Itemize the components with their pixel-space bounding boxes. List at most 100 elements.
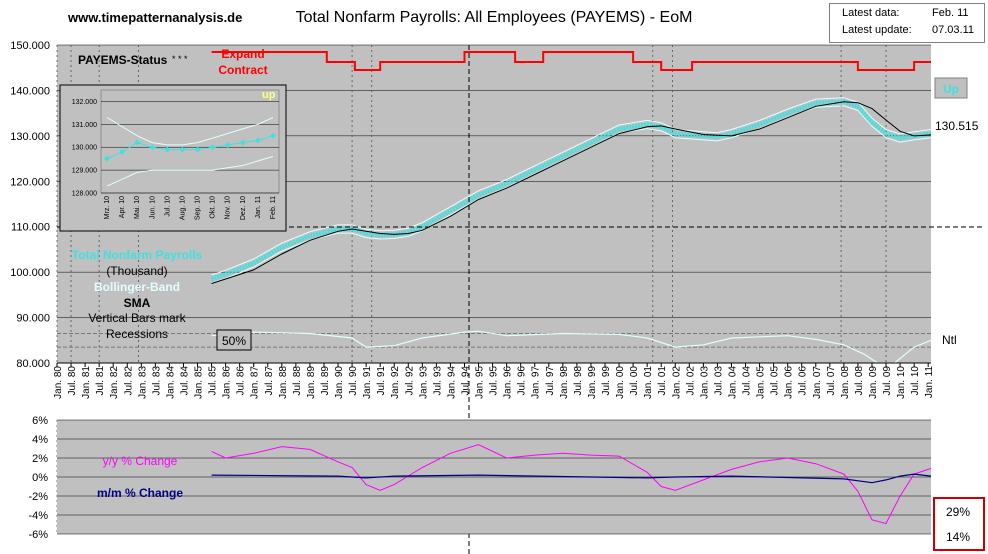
x-tick-label: Jul. 89 xyxy=(320,366,331,396)
x-tick-label: Jul. 07 xyxy=(826,366,837,396)
x-tick-label: Jul. 10 xyxy=(910,366,921,396)
x-tick-label: Jan. 90 xyxy=(334,366,345,399)
inset-x-tick: Okt. 10 xyxy=(210,196,217,219)
inset-x-tick: Mrz. 10 xyxy=(104,196,111,219)
x-tick-label: Jul. 81 xyxy=(95,366,106,396)
x-tick-label: Jan. 92 xyxy=(390,366,401,399)
status-step-line xyxy=(211,51,931,71)
mm-change-line xyxy=(211,473,932,484)
x-tick-label: Jan. 95 xyxy=(475,366,486,399)
x-tick-label: Jul. 92 xyxy=(404,366,415,396)
up-badge-box xyxy=(934,77,968,99)
inset-y-tick: 131.000 xyxy=(72,122,97,129)
inset-y-tick: 130.000 xyxy=(72,145,97,152)
update-info-box: Latest data: Feb. 11 Latest update: 07.0… xyxy=(829,3,985,43)
x-tick-label: Jul. 04 xyxy=(742,366,753,396)
inset-y-tick: 132.000 xyxy=(72,99,97,106)
inset-point xyxy=(164,146,171,153)
legend-bollinger: Bollinger-Band xyxy=(94,280,180,294)
x-tick-label: Jul. 99 xyxy=(601,366,612,396)
x-tick-label: Jan. 02 xyxy=(671,366,682,399)
up-badge: Up xyxy=(943,82,959,96)
inset-point xyxy=(179,146,186,153)
change-y-tick: -4% xyxy=(28,510,48,522)
x-tick-label: Jan. 84 xyxy=(165,366,176,399)
change-box-bottom: 14% xyxy=(946,530,970,544)
inset-point xyxy=(119,148,126,155)
ntl-label: Ntl xyxy=(942,333,957,347)
status-stars: * * * xyxy=(172,54,188,64)
x-tick-label: Jul. 09 xyxy=(882,366,893,396)
inset-point xyxy=(209,144,216,151)
inset-point xyxy=(104,155,110,162)
inset-point xyxy=(224,141,231,148)
inset-chart: 132.000 131.000 130.000 129.000 128.000 Mrz. … xyxy=(59,84,287,232)
change-y-tick: 6% xyxy=(32,415,48,427)
expand-label: Expand xyxy=(221,47,264,61)
inset-x-tick: Jul. 10 xyxy=(164,196,171,217)
x-tick-label: Jul. 80 xyxy=(67,366,78,396)
inset-x-tick: Jan. 11 xyxy=(255,196,262,219)
main-y-tick: 100.000 xyxy=(10,267,50,279)
change-y-tick: 2% xyxy=(32,453,48,465)
x-tick-label: Jan. 82 xyxy=(109,366,120,399)
sma-line xyxy=(211,101,932,284)
inset-up-label: up xyxy=(262,89,276,101)
latest-update-value: 07.03.11 xyxy=(932,24,975,36)
pct-badge: 50% xyxy=(222,334,246,348)
inset-point xyxy=(270,132,276,139)
inset-y-tick: 129.000 xyxy=(72,168,97,175)
contract-label: Contract xyxy=(218,63,267,77)
x-tick-label: Jan. 06 xyxy=(784,366,795,399)
mm-label: m/m % Change xyxy=(97,486,183,500)
pct-badge-box xyxy=(216,329,252,351)
inset-point xyxy=(134,139,141,146)
latest-data-label: Latest data: xyxy=(842,7,900,19)
change-y-tick: -6% xyxy=(28,529,48,541)
main-y-tick: 110.000 xyxy=(11,222,50,234)
main-y-tick: 120.000 xyxy=(10,176,50,188)
main-series xyxy=(210,97,932,284)
change-series xyxy=(211,444,932,525)
x-tick-label: Jan. 10 xyxy=(896,366,907,399)
x-tick-label: Jan. 87 xyxy=(250,366,261,399)
x-tick-label: Jul. 84 xyxy=(179,366,190,396)
inset-point xyxy=(239,139,246,146)
x-tick-label: Jul. 87 xyxy=(264,366,275,396)
x-tick-label: Jul. 91 xyxy=(376,366,387,396)
chart-title: Total Nonfarm Payrolls: All Employees (P… xyxy=(295,9,693,26)
main-y-tick: 90.000 xyxy=(16,313,50,325)
x-tick-label: Jan. 08 xyxy=(840,366,851,399)
change-gridlines: 6% 4% 2% 0% -2% -4% -6% xyxy=(28,415,931,541)
inset-x-tick: Mai. 10 xyxy=(134,196,141,219)
x-tick-label: Jul. 93 xyxy=(432,366,443,396)
inset-x-tick: Sep. 10 xyxy=(195,196,202,220)
x-tick-label: Jan. 85 xyxy=(194,366,205,399)
x-tick-label: Jul. 97 xyxy=(545,366,556,396)
x-tick-label: Jul. 96 xyxy=(517,366,528,396)
status-line xyxy=(211,51,931,71)
main-y-tick: 130.000 xyxy=(10,131,50,143)
x-tick-label: Jul. 05 xyxy=(770,366,781,396)
x-tick-label: Jan. 94 xyxy=(446,366,457,399)
x-tick-label: Jan. 07 xyxy=(812,366,823,399)
x-axis: Jan. 80 Jul. 80 Jan. 81 Jul. 81 Jan. 82 Jul. … xyxy=(53,362,935,399)
x-tick-label: Jul. 03 xyxy=(713,366,724,396)
x-tick-label: Jul. 82 xyxy=(123,366,134,396)
inset-x-tick: Aug. 10 xyxy=(179,196,186,220)
x-tick-label: Jan. 05 xyxy=(756,366,767,399)
change-y-tick: 0% xyxy=(32,472,48,484)
main-y-tick: 140.000 xyxy=(10,85,50,97)
x-tick-label: Jan. 86 xyxy=(222,366,233,399)
x-tick-label: Jul. 90 xyxy=(348,366,359,396)
inset-series: 132.000 131.000 130.000 129.000 128.000 Mrz. … xyxy=(72,99,279,220)
x-tick-label: Jan. 89 xyxy=(306,366,317,399)
change-y-tick: -2% xyxy=(28,491,48,503)
inset-point xyxy=(194,146,201,153)
payrolls-line xyxy=(210,99,932,282)
bollinger-upper xyxy=(211,97,932,276)
x-tick-label: Jul. 95 xyxy=(489,366,500,396)
yy-label: y/y % Change xyxy=(103,454,178,468)
main-y-axis: 150.000 140.000 130.000 120.000 110.000 100.0… xyxy=(10,40,50,370)
